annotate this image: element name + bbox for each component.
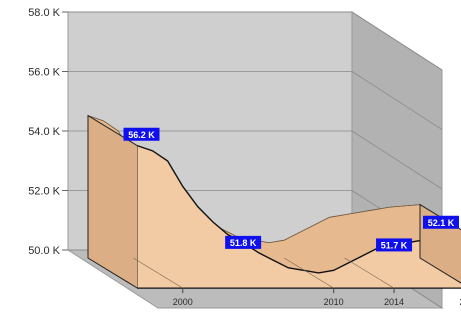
floor-guide — [344, 257, 395, 289]
area-front-face — [137, 145, 461, 289]
data-label: 51.8 K — [230, 238, 257, 248]
x-axis: 2000 2010 2014 2019 — [173, 288, 461, 307]
y-tick-label: 56.0 K — [28, 67, 60, 79]
data-label-box — [123, 127, 160, 141]
area-left-cap — [87, 114, 138, 290]
gridline-side — [351, 11, 443, 71]
x-tick-label: 2000 — [173, 297, 193, 307]
data-labels: 56.2 K 51.8 K 51.7 K 52.1 K — [123, 127, 459, 252]
y-tick-label: 50.0 K — [28, 245, 60, 257]
area-series-line — [137, 145, 461, 274]
x-tick-label: 2010 — [324, 297, 344, 307]
y-tick-label: 58.0 K — [28, 7, 60, 19]
data-label: 52.1 K — [428, 218, 455, 228]
gridline-side — [351, 130, 443, 190]
y-tick-label: 52.0 K — [28, 186, 60, 198]
floor-guide — [133, 257, 183, 289]
y-axis: 50.0 K 52.0 K 54.0 K 56.0 K 58.0 K — [28, 7, 60, 257]
data-label-box — [423, 215, 459, 229]
gridline-side — [351, 71, 443, 130]
data-label: 56.2 K — [128, 130, 155, 140]
x-tick-label: 2014 — [384, 297, 404, 307]
x-tick-label: 2019 — [459, 297, 461, 307]
data-label-box — [376, 238, 413, 252]
data-label: 51.7 K — [381, 240, 408, 250]
data-label-box — [225, 235, 262, 249]
floor-guide — [284, 257, 334, 289]
y-tick-label: 54.0 K — [28, 126, 60, 138]
